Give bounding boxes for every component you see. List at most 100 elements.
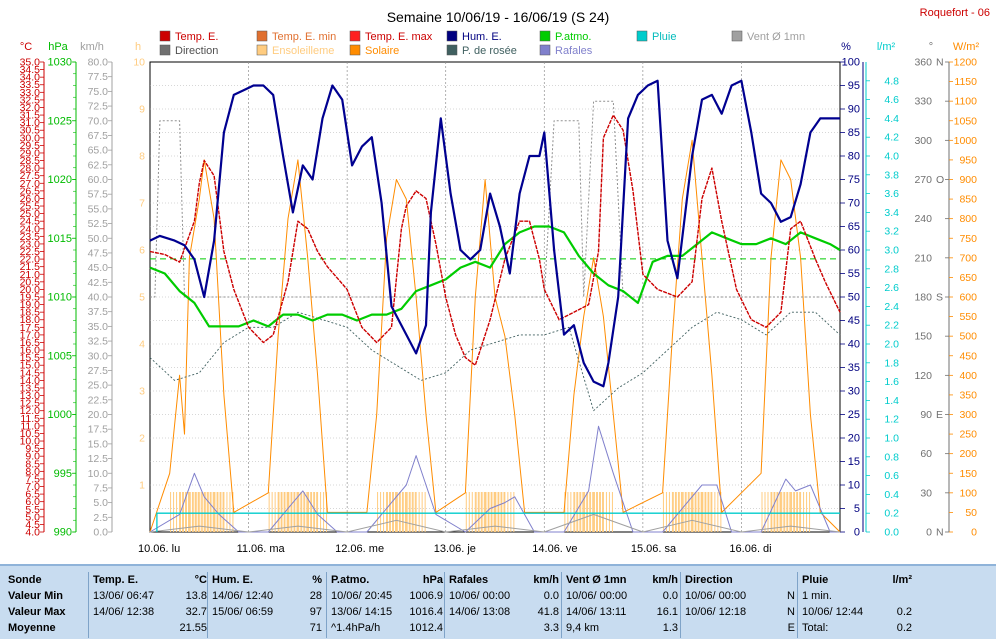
solar-tick-label: 900	[959, 174, 977, 186]
dir-cardinal-label: S	[936, 292, 943, 304]
hum-tick-label: 35	[848, 362, 860, 374]
day-label: 15.06. sa	[631, 543, 677, 555]
stats-hum-unit: %	[312, 574, 322, 586]
stats-raf-unit: km/h	[533, 574, 559, 586]
series-line-hum-e-	[149, 79, 840, 388]
stats-hum-row: 15/06/ 06:59 97	[212, 604, 326, 620]
temp-tick-label: 10.5	[20, 428, 41, 440]
rain-tick-label: 0.0	[884, 527, 899, 539]
stats-raf-value: 41.8	[537, 606, 559, 618]
stats-press-header: P.atmo. hPa	[331, 572, 447, 588]
hour-tick-label: 5	[139, 292, 145, 304]
rain-tick-label: 4.4	[884, 113, 899, 125]
stats-raf-value: 3.3	[543, 622, 559, 634]
legend-item: Hum. E.	[462, 31, 502, 43]
solar-tick-label: 1100	[954, 96, 977, 108]
temp-tick-label: 11.0	[20, 420, 40, 432]
press-tick-label: 1005	[48, 350, 72, 362]
solar-axis-unit: W/m²	[953, 41, 980, 53]
legend-item: Temp. E. max	[365, 31, 433, 43]
wind-tick-label: 37.5	[88, 306, 109, 318]
temp-tick-label: 8.5	[25, 458, 40, 470]
temp-tick-label: 20.5	[20, 276, 41, 288]
series-line-vent-mn	[149, 513, 841, 533]
wind-tick-label: 60.0	[88, 174, 109, 186]
legend-swatch	[446, 30, 458, 42]
temp-tick-label: 28.0	[20, 163, 41, 175]
temp-tick-label: 5.0	[25, 511, 40, 523]
wind-tick-label: 5.0	[93, 497, 108, 509]
hum-tick-label: 95	[848, 80, 860, 92]
stats-temp-date: 13/06/ 06:47	[93, 590, 155, 602]
temp-tick-label: 34.5	[20, 64, 41, 76]
press-tick-label: 990	[54, 527, 72, 539]
solar-tick-label: 800	[959, 213, 977, 225]
wind-tick-label: 30.0	[88, 350, 109, 362]
hum-tick-label: 100	[842, 57, 860, 69]
stats-press-unit: hPa	[422, 574, 443, 586]
temp-tick-label: 30.5	[20, 125, 41, 137]
temp-tick-label: 11.5	[20, 413, 40, 425]
temp-tick-label: 28.5	[20, 155, 41, 167]
temp-tick-label: 23.5	[20, 231, 41, 243]
rain-tick-label: 3.6	[884, 188, 899, 200]
stats-vent-header: Vent Ø 1mn km/h	[566, 572, 682, 588]
wind-tick-label: 65.0	[88, 145, 109, 157]
temp-tick-label: 13.0	[20, 390, 41, 402]
stats-dir-value: E	[787, 622, 795, 634]
solar-tick-label: 1000	[954, 135, 978, 147]
day-label: 10.06. lu	[138, 543, 180, 555]
temp-tick-label: 10.0	[20, 436, 41, 448]
stats-hum-value: 28	[309, 590, 322, 602]
chart-title: Semaine 10/06/19 - 16/06/19 (S 24)	[387, 9, 610, 25]
stats-dir-value: N	[787, 606, 795, 618]
stats-vent-value: 16.1	[656, 606, 678, 618]
temp-tick-label: 26.0	[20, 193, 41, 205]
legend-swatch	[159, 30, 171, 42]
temp-tick-label: 20.0	[20, 284, 41, 296]
temp-tick-label: 27.5	[20, 170, 41, 182]
stats-press-value: 1012.4	[409, 622, 443, 634]
dir-tick-label: 60	[920, 448, 932, 460]
wind-tick-label: 67.5	[88, 130, 109, 142]
legend-swatch	[731, 30, 743, 42]
series-line-direction	[150, 100, 840, 298]
temp-tick-label: 4.5	[25, 519, 40, 531]
temp-tick-label: 24.0	[20, 223, 41, 235]
stats-dir-value: N	[787, 590, 795, 602]
temp-tick-label: 7.5	[25, 473, 40, 485]
rain-tick-label: 0.4	[884, 489, 899, 501]
stats-pluie-value: 0.2	[896, 606, 912, 618]
temp-tick-label: 33.5	[20, 79, 41, 91]
temp-tick-label: 15.5	[20, 352, 41, 364]
wind-tick-label: 42.5	[88, 277, 109, 289]
stats-dir-column: Direction 10/06/ 00:00 N 10/06/ 12:18 N E	[680, 572, 799, 638]
temp-tick-label: 14.5	[20, 367, 41, 379]
legend-item: Temp. E. min	[272, 31, 336, 43]
legend-item: Vent Ø 1mn	[747, 31, 805, 43]
legend-item: Temp. E.	[175, 31, 218, 43]
temp-tick-label: 31.5	[20, 110, 41, 122]
dir-tick-label: 0	[926, 527, 932, 539]
temp-axis-unit: °C	[20, 41, 32, 53]
rain-tick-label: 2.8	[884, 263, 899, 275]
stats-press-date: ^1.4hPa/h	[331, 622, 381, 634]
press-tick-label: 1020	[48, 174, 72, 186]
stats-temp-title: Temp. E.	[93, 574, 139, 586]
stats-sonde-title: Sonde	[8, 574, 42, 586]
solar-tick-label: 650	[959, 272, 977, 284]
hum-tick-label: 85	[848, 127, 860, 139]
series-line-solaire	[149, 139, 841, 533]
stats-vent-date: 10/06/ 00:00	[566, 590, 628, 602]
solar-tick-label: 0	[971, 527, 977, 539]
legend-item: Direction	[175, 45, 218, 57]
rain-tick-label: 2.4	[884, 301, 899, 313]
legend-swatch	[446, 44, 458, 56]
hum-tick-label: 30	[848, 386, 860, 398]
temp-tick-label: 21.5	[20, 261, 41, 273]
temp-tick-label: 21.0	[20, 269, 41, 281]
stats-press-row: 13/06/ 14:15 1016.4	[331, 604, 447, 620]
stats-row-label-max: Valeur Max	[8, 606, 66, 618]
hum-tick-label: 10	[848, 480, 860, 492]
legend-swatch	[159, 44, 171, 56]
